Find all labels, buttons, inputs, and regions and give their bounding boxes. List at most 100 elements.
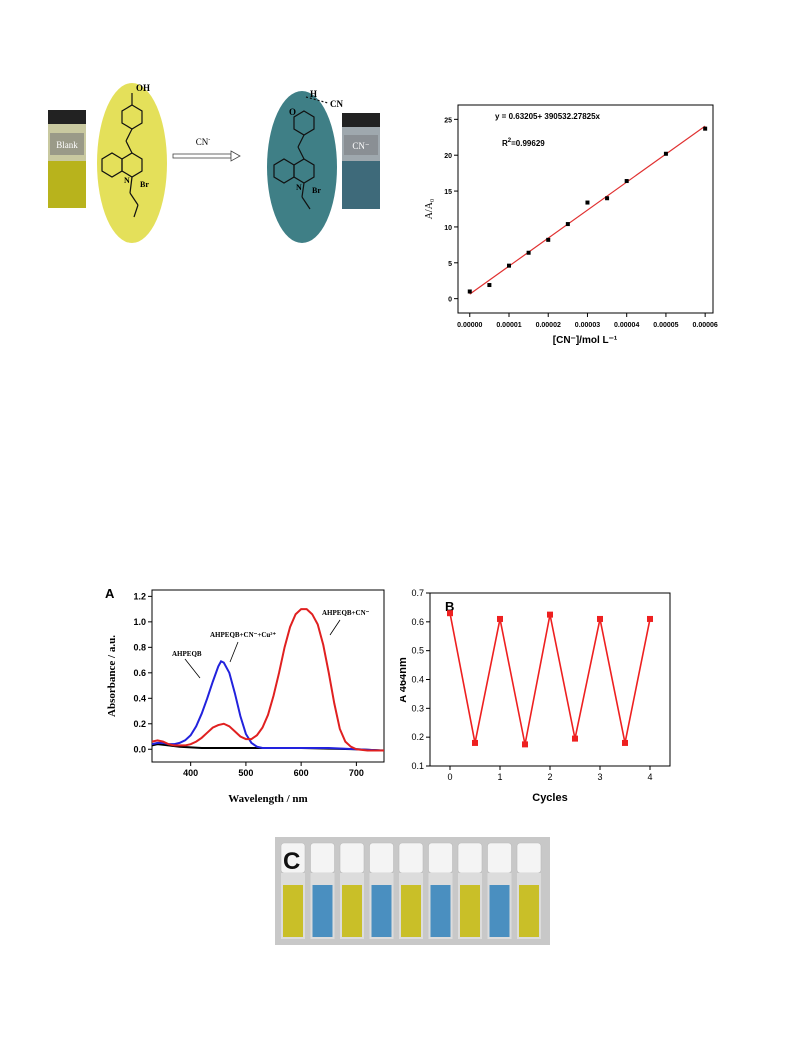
data-point [546,237,551,242]
y-axis-label: A/A₀ [424,198,435,219]
x-tick-label: 700 [349,768,364,778]
data-point [624,179,629,184]
plot-frame [429,592,671,767]
data-point [526,250,531,255]
cycle-point [447,610,453,617]
data-marks [467,125,708,295]
y-tick-label: 1.0 [133,617,146,627]
y-tick-label: 0.7 [411,588,424,598]
teal-ellipse [267,91,337,243]
data-point [585,200,590,205]
hcn-cn-label: CN [330,99,343,109]
y-tick-label: 0.3 [411,703,424,713]
vial-cap [310,842,335,874]
plot-frame [457,104,714,314]
x-axis-label: [CN⁻]/mol L⁻¹ [553,335,618,346]
data-point [487,283,492,288]
n-plus-label-left: N [124,176,130,185]
vial-solution [342,885,362,937]
vial [457,842,483,939]
x-axis-label: Wavelength / nm [228,793,307,805]
vial-solution [519,885,539,937]
y-tick-label: 25 [444,117,452,124]
y-tick-label: 15 [444,189,452,196]
vial-solution [283,885,303,937]
vial-solution [371,885,392,937]
annotation-arrow-ahpeqb-cn [329,619,341,636]
plot-frame [151,589,385,763]
annotation-ahpeqb: AHPEQB [172,650,202,658]
hcn-h-label: H [310,89,317,99]
y-tick-label: 0.0 [133,744,146,754]
y-tick-label: 0.2 [411,732,424,742]
annotation-arrow-ahpeqb [184,658,201,679]
vial [310,842,335,939]
reaction-scheme: Blank OH N Br CN- H CN O N Br [48,83,380,243]
cycle-point [647,615,653,622]
y-tick-label: 0.6 [133,668,146,678]
data-point [663,151,668,156]
axes: 0.00000 0.00001 0.00002 0.00003 0.00004 0.000… [444,117,718,329]
x-tick-label: 0.00001 [496,322,521,329]
y-axis-label: Absorbance / a.u. [106,635,118,717]
arrow-label: CN- [196,137,211,147]
y-tick-label: 5 [448,261,452,268]
vial [487,842,512,939]
molecule-structure-left [101,93,143,218]
vial-cap [398,842,424,874]
x-tick-label: 500 [238,768,253,778]
vial [516,842,542,939]
cn-vial: CN⁻ [342,113,380,209]
vial-solution [430,885,451,937]
x-tick-label: 3 [597,772,602,782]
data-point [605,196,610,201]
panel-label-c: C [283,848,300,875]
data-point [565,222,570,227]
x-tick-label: 0.00004 [614,322,639,329]
vial-solution [312,885,333,937]
oh-label: OH [136,83,150,93]
y-tick-label: 0.4 [133,693,146,703]
vial [280,842,306,939]
vial-cap [339,842,365,874]
y-tick-label: 1.2 [133,591,146,601]
x-tick-label: 600 [294,768,309,778]
annotation-ahpeqb-cn: AHPEQB+CN⁻ [322,609,370,617]
spectrum-line-2 [151,608,384,752]
y-tick-label: 10 [444,225,452,232]
vials-photo: C [275,837,550,945]
y-tick-label: 0.5 [411,646,424,656]
y-tick-label: 0.4 [411,675,424,685]
spectrum-line-1 [151,660,385,752]
y-axis-label: A 464nm [400,657,409,703]
vial-solution [489,885,510,937]
vial-cap [487,842,512,874]
data-marks [151,608,385,752]
cycle-point [497,615,503,622]
x-tick-label: 0.00006 [692,322,717,329]
cycle-point [522,741,528,748]
cycle-point [547,611,553,618]
axes: 0 1 2 3 4 0.1 0.2 0.3 0.4 0.5 0.6 0.7 [411,588,652,782]
y-tick-label: 0.1 [411,761,424,771]
fit-equation: y = 0.63205+ 390532.27825x [495,112,601,121]
y-tick-label: 0 [448,297,452,304]
vial [428,842,453,939]
cycle-point [597,615,603,622]
vial-cap [428,842,453,874]
panel-label-b: B [445,599,454,614]
vial [398,842,424,939]
cycle-point [572,735,578,742]
axes: 400 500 600 700 0.0 0.2 0.4 0.6 0.8 1.0 1.2 [133,591,363,778]
x-tick-label: 0.00002 [536,322,561,329]
x-tick-label: 400 [183,768,198,778]
y-tick-label: 0.8 [133,642,146,652]
br-label-right: Br [312,186,321,195]
vial-solution [460,885,480,937]
uv-vis-chart: A 400 500 600 700 0.0 0.2 0.4 0.6 0.8 1.0 1.2 AHPE… [105,586,385,805]
x-tick-label: 4 [647,772,652,782]
x-tick-label: 0.00000 [457,322,482,329]
panel-label-a: A [105,586,115,601]
vial-cap [516,842,542,874]
br-label-left: Br [140,180,149,189]
